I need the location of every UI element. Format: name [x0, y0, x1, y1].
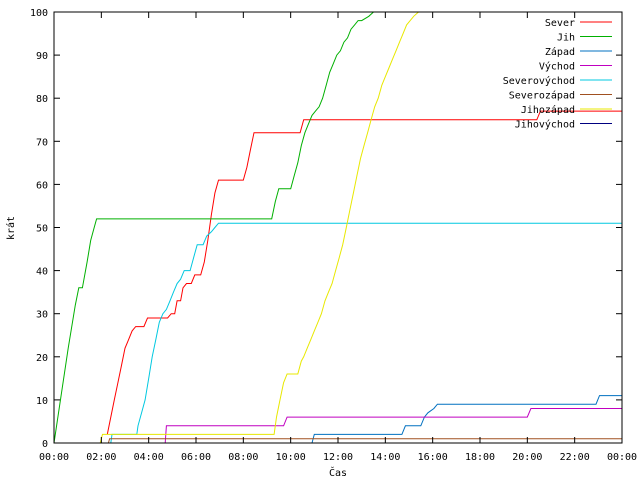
x-tick-label: 08:00: [228, 452, 258, 463]
series-line-sever: [106, 110, 622, 435]
y-tick-label: 100: [30, 8, 48, 19]
y-axis-label: krát: [5, 216, 17, 240]
legend-label: Severovýchod: [503, 75, 575, 87]
legend-label: Severozápad: [509, 90, 575, 102]
x-tick-label: 04:00: [134, 452, 164, 463]
series-line-severovýchod: [110, 222, 622, 444]
legend-label: Jihovýchod: [515, 119, 575, 131]
plot-lines: [53, 11, 622, 444]
x-tick-label: 02:00: [86, 452, 116, 463]
legend-label: Jihozápad: [521, 104, 575, 116]
y-tick-label: 60: [36, 180, 48, 191]
x-tick-label: 22:00: [560, 452, 590, 463]
y-tick-label: 90: [36, 51, 48, 62]
x-tick-label: 16:00: [418, 452, 448, 463]
series-line-jihozápad: [99, 11, 419, 444]
y-tick-label: 30: [36, 310, 48, 321]
legend-label: Východ: [539, 61, 575, 73]
y-tick-label: 70: [36, 137, 48, 148]
series-line-východ: [164, 408, 622, 444]
series-line-západ: [311, 395, 622, 444]
legend: Sever Jih Západ Východ Severovýchod Severozáp…: [503, 18, 612, 131]
x-tick-label: 18:00: [465, 452, 495, 463]
x-tick-label: 00:00: [607, 452, 637, 463]
x-tick-label: 20:00: [512, 452, 542, 463]
series-line-jih: [53, 11, 374, 444]
axis-ticks: 0 10 20 30 40 50 60 70 80 90 100 00:00 02:00 04:00 06:…: [30, 8, 637, 463]
y-tick-label: 80: [36, 94, 48, 105]
y-tick-label: 40: [36, 267, 48, 278]
x-tick-label: 10:00: [276, 452, 306, 463]
legend-label: Západ: [545, 46, 575, 58]
x-axis-label: Čas: [329, 466, 347, 479]
x-tick-label: 06:00: [181, 452, 211, 463]
series-line-severozápad: [107, 438, 622, 444]
legend-label: Jih: [557, 33, 575, 44]
x-tick-label: 12:00: [323, 452, 353, 463]
y-tick-label: 0: [42, 439, 48, 450]
y-tick-label: 10: [36, 396, 48, 407]
x-tick-label: 00:00: [39, 452, 69, 463]
y-tick-label: 20: [36, 353, 48, 364]
legend-label: Sever: [545, 18, 575, 29]
x-tick-label: 14:00: [370, 452, 400, 463]
y-tick-label: 50: [36, 224, 48, 235]
